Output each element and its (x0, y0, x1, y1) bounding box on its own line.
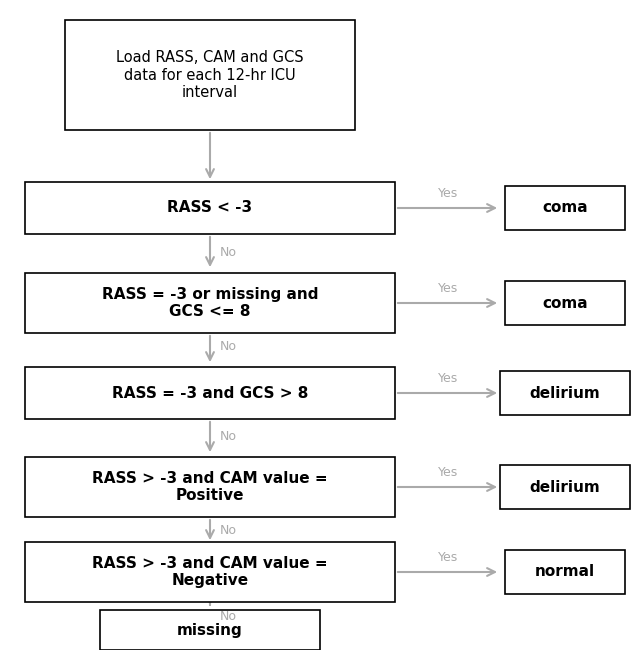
Text: Load RASS, CAM and GCS
data for each 12-hr ICU
interval: Load RASS, CAM and GCS data for each 12-… (116, 50, 304, 100)
FancyBboxPatch shape (500, 371, 630, 415)
FancyBboxPatch shape (25, 182, 395, 234)
Text: No: No (220, 525, 237, 538)
Text: Yes: Yes (438, 466, 458, 479)
FancyBboxPatch shape (505, 281, 625, 325)
FancyBboxPatch shape (25, 367, 395, 419)
Text: RASS = -3 or missing and
GCS <= 8: RASS = -3 or missing and GCS <= 8 (102, 287, 318, 319)
FancyBboxPatch shape (500, 465, 630, 509)
FancyBboxPatch shape (65, 20, 355, 130)
Text: Yes: Yes (438, 372, 458, 385)
Text: RASS = -3 and GCS > 8: RASS = -3 and GCS > 8 (112, 385, 308, 400)
Text: delirium: delirium (530, 385, 600, 400)
Text: No: No (220, 610, 237, 623)
FancyBboxPatch shape (505, 550, 625, 594)
Text: coma: coma (542, 296, 588, 311)
FancyBboxPatch shape (25, 542, 395, 602)
FancyBboxPatch shape (25, 457, 395, 517)
Text: missing: missing (177, 623, 243, 638)
Text: coma: coma (542, 200, 588, 216)
FancyBboxPatch shape (25, 273, 395, 333)
FancyBboxPatch shape (100, 610, 320, 650)
Text: Yes: Yes (438, 551, 458, 564)
Text: delirium: delirium (530, 480, 600, 495)
Text: RASS > -3 and CAM value =
Negative: RASS > -3 and CAM value = Negative (92, 556, 328, 588)
Text: Yes: Yes (438, 187, 458, 200)
Text: No: No (220, 246, 237, 259)
Text: RASS < -3: RASS < -3 (168, 200, 253, 216)
Text: Yes: Yes (438, 282, 458, 295)
Text: normal: normal (535, 564, 595, 580)
Text: RASS > -3 and CAM value =
Positive: RASS > -3 and CAM value = Positive (92, 471, 328, 503)
FancyBboxPatch shape (505, 186, 625, 230)
Text: No: No (220, 430, 237, 443)
Text: No: No (220, 341, 237, 354)
